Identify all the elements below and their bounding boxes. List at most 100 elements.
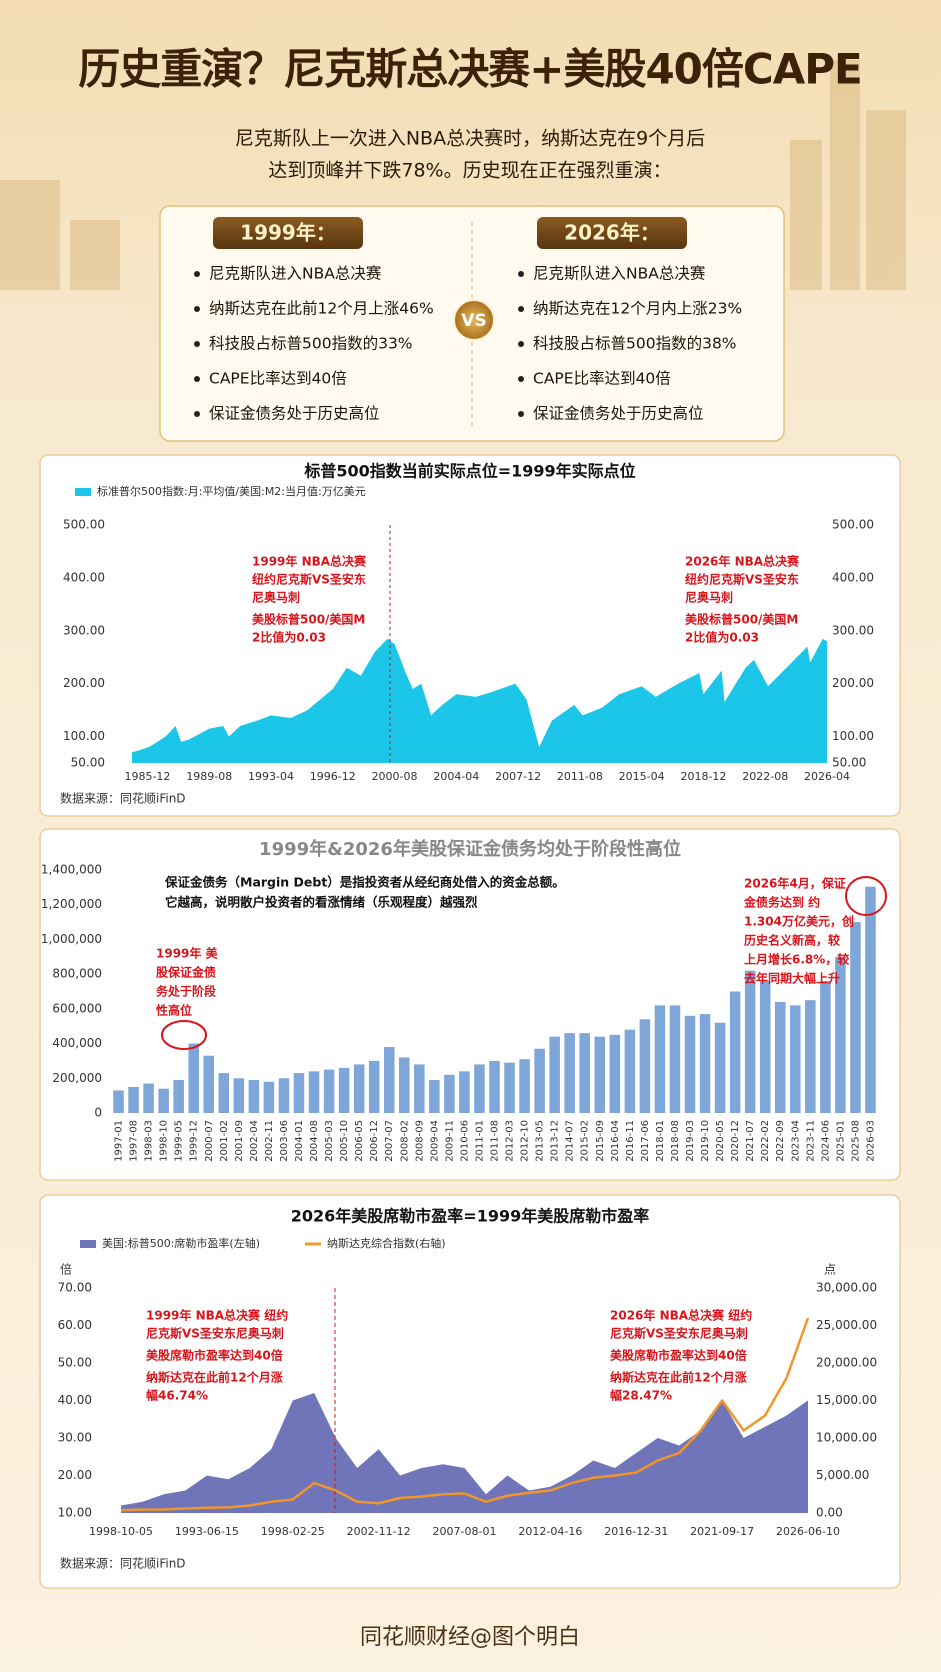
x-tick-label: 2002-11-12 <box>347 1525 411 1538</box>
x-tick-label: 2011-01 <box>474 1120 485 1162</box>
list-item: CAPE比率达到40倍 <box>533 370 671 388</box>
skyline <box>0 60 906 290</box>
list-item: 纳斯达克在此前12个月上涨46% <box>209 300 434 318</box>
y-tick-label: 20.00 <box>58 1468 92 1482</box>
x-tick-label: 2003-06 <box>279 1120 290 1162</box>
bar <box>654 1005 666 1113</box>
x-tick-label: 2024-06 <box>820 1120 831 1162</box>
bar <box>353 1064 365 1113</box>
bar <box>519 1059 530 1113</box>
x-tick-label: 2011-08 <box>557 770 603 783</box>
bar <box>624 1029 636 1113</box>
y-tick-label: 50.00 <box>71 756 105 770</box>
annotation: 2026年4月，保证 <box>744 876 846 891</box>
bar <box>774 1001 786 1113</box>
y-tick-label: 60.00 <box>58 1318 92 1332</box>
x-tick-label: 2018-01 <box>655 1120 666 1162</box>
bar <box>594 1036 606 1113</box>
x-tick-label: 2005-03 <box>324 1120 335 1162</box>
list-item: CAPE比率达到40倍 <box>209 370 347 388</box>
bar <box>293 1073 305 1113</box>
y-tick-label: 400.00 <box>832 570 874 584</box>
line <box>120 1317 810 1512</box>
bar <box>579 1033 590 1113</box>
y-tick-label: 5,000.00 <box>816 1468 869 1482</box>
list-item: 保证金债务处于历史高位 <box>533 405 704 423</box>
y-tick-label: 800,000 <box>52 967 102 981</box>
bar <box>474 1064 485 1113</box>
list-item: 尼克斯队进入NBA总决赛 <box>209 264 381 283</box>
x-tick-label: 1989-08 <box>186 770 232 783</box>
bar <box>113 1090 124 1113</box>
x-tick-label: 2023-11 <box>805 1120 816 1162</box>
bar <box>835 956 846 1113</box>
x-tick-label: 2010-06 <box>459 1120 470 1162</box>
x-tick-label: 2001-09 <box>234 1120 245 1162</box>
y-tick-label: 0 <box>94 1106 102 1120</box>
annotation: 2026年 NBA总决赛 <box>685 554 800 569</box>
annotation: 1999年 NBA总决赛 纽约 <box>146 1308 288 1323</box>
x-tick-label: 2025-01 <box>835 1120 846 1162</box>
annotation: 纽约尼克斯VS圣安东 <box>252 572 366 587</box>
x-tick-label: 1985-12 <box>124 770 170 783</box>
y-tick-label: 1,200,000 <box>41 897 102 911</box>
area <box>132 638 827 763</box>
chart-title: 1999年&2026年美股保证金债务均处于阶段性高位 <box>259 838 681 860</box>
y-tick-label: 600,000 <box>52 1001 102 1015</box>
bar <box>850 922 861 1113</box>
footer: 同花顺财经@图个明白 <box>360 1625 580 1650</box>
annotation: 尼克斯VS圣安东尼奥马刺 <box>610 1326 748 1341</box>
x-tick-label: 2022-09 <box>775 1120 786 1162</box>
highlight-circle <box>161 1020 207 1050</box>
y-tick-label: 500.00 <box>63 518 105 532</box>
annotation: 上月增长6.8%，较 <box>744 952 849 967</box>
x-tick-label: 2020-12 <box>730 1120 741 1162</box>
y-tick-label: 100.00 <box>63 729 105 743</box>
bar <box>729 991 741 1113</box>
x-tick-label: 2012-03 <box>505 1120 516 1162</box>
x-tick-label: 2018-08 <box>670 1120 681 1162</box>
x-tick-label: 1993-04 <box>248 770 294 783</box>
x-tick-label: 2018-12 <box>680 770 726 783</box>
x-tick-label: 1998-10 <box>159 1120 170 1162</box>
x-tick-label: 2008-02 <box>399 1120 410 1162</box>
bar <box>820 981 831 1113</box>
x-tick-label: 2017-06 <box>640 1120 651 1162</box>
x-tick-label: 2007-08-01 <box>433 1525 497 1538</box>
x-tick-label: 2021-09-17 <box>690 1525 754 1538</box>
bar <box>489 1060 500 1113</box>
y-tick-label: 30,000.00 <box>816 1281 877 1295</box>
annotation: 历史名义新高，较 <box>744 933 840 948</box>
bar <box>308 1071 320 1113</box>
annotation: 1999年 NBA总决赛 <box>252 554 367 569</box>
bar <box>368 1060 380 1113</box>
x-tick-label: 2006-12 <box>369 1120 380 1162</box>
y-tick-label: 10.00 <box>58 1506 92 1520</box>
legend-label: 美国:标普500:席勒市盈率(左轴) <box>102 1236 260 1250</box>
bar <box>669 1005 681 1113</box>
x-tick-label: 2004-01 <box>294 1120 305 1162</box>
x-tick-label: 2013-12 <box>550 1120 561 1162</box>
bar <box>805 1000 816 1113</box>
x-tick-label: 2022-08 <box>742 770 788 783</box>
y-tick-label: 50.00 <box>58 1356 92 1370</box>
x-tick-label: 2026-06-10 <box>776 1525 840 1538</box>
right-list: 尼克斯队进入NBA总决赛 纳斯达克在12个月内上涨23% 科技股占标普500指数… <box>518 264 742 423</box>
legend-label: 标准普尔500指数:月:平均值/美国:M2:当月值:万亿美元 <box>97 484 366 498</box>
chart-title: 标普500指数当前实际点位=1999年实际点位 <box>303 462 635 481</box>
list-item: 尼克斯队进入NBA总决赛 <box>533 264 705 283</box>
x-tick-label: 2022-02 <box>760 1120 771 1162</box>
x-tick-label: 2016-04 <box>610 1120 621 1162</box>
legend-swatch <box>80 1240 96 1248</box>
y-tick-label: 50.00 <box>832 756 866 770</box>
annotation: 1.304万亿美元，创 <box>744 914 854 929</box>
bar <box>173 1080 184 1113</box>
annotation: 美股标普500/美国M <box>685 612 798 627</box>
y-tick-label: 500.00 <box>832 518 874 532</box>
x-tick-label: 2000-08 <box>372 770 418 783</box>
bar <box>128 1086 139 1113</box>
bar <box>534 1048 545 1113</box>
annotation: 去年同期大幅上升 <box>744 971 840 986</box>
bar <box>323 1069 335 1113</box>
annotation: 美股席勒市盈率达到40倍 <box>610 1348 747 1363</box>
